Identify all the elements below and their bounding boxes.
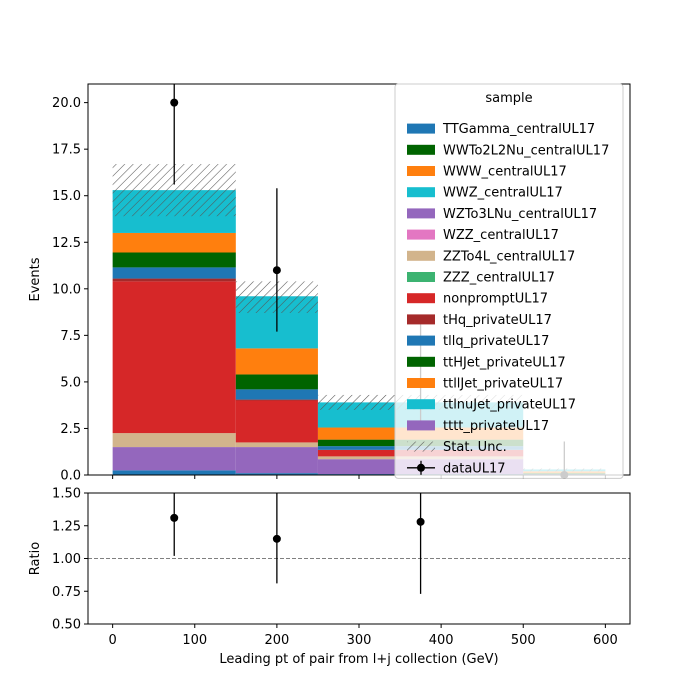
legend-label: WWTo2L2Nu_centralUL17	[443, 143, 609, 158]
legend-label: ttHJet_privateUL17	[443, 355, 566, 370]
legend-swatch	[407, 208, 435, 219]
bar-segment	[235, 400, 318, 443]
ratio-points	[170, 493, 425, 594]
y-tick-label: 5.0	[60, 375, 81, 390]
bar-segment	[112, 232, 236, 253]
legend-swatch-stat-unc	[407, 441, 435, 452]
legend-swatch	[407, 399, 435, 410]
ratio-y-tick-label: 1.00	[52, 552, 81, 567]
y-tick-label: 10.0	[52, 282, 81, 297]
bar-segment	[235, 473, 318, 475]
legend: sample TTGamma_centralUL17 WWTo2L2Nu_centr…	[394, 83, 624, 479]
ratio-plot: 0.50 0.75 1.00 1.25 1.50 0 100 200 300 400 500 600	[52, 487, 631, 648]
bar-segment	[112, 447, 236, 471]
y-tick-label: 7.5	[60, 329, 81, 344]
y-tick-label: 15.0	[52, 189, 81, 204]
bar-segment	[112, 252, 236, 268]
legend-title: sample	[485, 91, 532, 106]
legend-swatch	[407, 420, 435, 431]
bar-segment	[235, 442, 318, 448]
ratio-y-tick-label: 0.50	[52, 618, 81, 633]
ratio-point	[170, 513, 179, 522]
ratio-point	[416, 517, 425, 526]
legend-label: TTGamma_centralUL17	[442, 122, 595, 137]
legend-label: ttlnuJet_privateUL17	[443, 398, 576, 413]
legend-label: Stat. Unc.	[443, 440, 507, 455]
legend-label: WWZ_centralUL17	[443, 186, 563, 201]
x-axis-label: Leading pt of pair from l+j collection (…	[219, 652, 498, 667]
legend-swatch	[407, 123, 435, 134]
bar-segment	[112, 278, 236, 282]
legend-data-marker	[417, 463, 425, 472]
data-point	[170, 98, 179, 107]
x-tick-label: 100	[182, 633, 207, 648]
ratio-y-tick-label: 1.50	[52, 487, 81, 502]
legend-label: dataUL17	[443, 461, 506, 476]
legend-swatch	[407, 272, 435, 282]
legend-swatch	[407, 229, 435, 240]
legend-label: tttt_privateUL17	[443, 419, 549, 434]
x-tick-label: 300	[347, 633, 372, 648]
bar-segment	[235, 389, 318, 400]
legend-label: ZZTo4L_centralUL17	[443, 249, 575, 264]
legend-label: WWW_centralUL17	[443, 165, 567, 180]
y-tick-label: 2.5	[60, 422, 81, 437]
legend-label: WZTo3LNu_centralUL17	[443, 207, 597, 222]
legend-swatch	[407, 250, 435, 261]
x-tick-label: 200	[264, 633, 289, 648]
legend-label: ZZZ_centralUL17	[443, 271, 555, 286]
legend-label: tllq_privateUL17	[443, 334, 549, 349]
y-tick-label: 20.0	[52, 96, 81, 111]
y-tick-label: 17.5	[52, 143, 81, 158]
legend-label: tHq_privateUL17	[443, 313, 552, 328]
legend-swatch	[407, 144, 435, 155]
y-tick-label: 0.0	[60, 469, 81, 484]
legend-swatch	[407, 378, 435, 388]
x-tick-label: 500	[511, 633, 536, 648]
x-tick-label: 0	[108, 633, 116, 648]
legend-label: ttllJet_privateUL17	[443, 377, 563, 392]
y-axis-label: Events	[28, 257, 43, 301]
bar-segment	[112, 281, 236, 434]
data-point	[272, 266, 281, 275]
bar-segment	[112, 267, 236, 279]
bar-segment	[235, 447, 318, 474]
legend-swatch	[407, 314, 435, 325]
ratio-point	[272, 534, 281, 543]
legend-label: nonpromptUL17	[443, 292, 548, 307]
legend-swatch	[407, 187, 435, 198]
bar-segment	[112, 470, 236, 475]
x-tick-label: 600	[593, 633, 618, 648]
legend-swatch	[407, 335, 435, 346]
ratio-y-tick-label: 0.75	[52, 585, 81, 600]
bar-segment	[235, 348, 318, 375]
legend-swatch	[407, 166, 435, 176]
ratio-y-tick-label: 1.25	[52, 519, 81, 534]
ratio-axis-label: Ratio	[28, 542, 43, 575]
y-tick-label: 12.5	[52, 236, 81, 251]
bar-segment	[235, 374, 318, 390]
legend-box	[394, 83, 624, 479]
bar-segment	[112, 433, 236, 448]
bar-segment	[235, 399, 318, 401]
x-tick-label: 400	[429, 633, 454, 648]
legend-swatch	[407, 293, 435, 304]
legend-swatch	[407, 356, 435, 367]
legend-label: WZZ_centralUL17	[443, 228, 559, 243]
